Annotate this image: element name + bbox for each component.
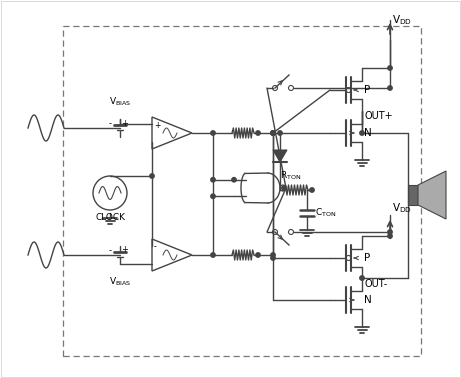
Text: V$_{\mathregular{BIAS}}$: V$_{\mathregular{BIAS}}$ — [109, 275, 131, 288]
Text: +: + — [154, 121, 160, 130]
Circle shape — [388, 230, 392, 234]
Text: R$_{\mathregular{TON}}$: R$_{\mathregular{TON}}$ — [280, 169, 301, 182]
Text: -: - — [109, 246, 112, 256]
Circle shape — [360, 131, 364, 135]
Circle shape — [388, 86, 392, 90]
Text: +: + — [121, 245, 128, 254]
Text: OUT-: OUT- — [364, 279, 387, 289]
Circle shape — [211, 194, 215, 198]
Text: +: + — [121, 118, 128, 127]
Text: -: - — [109, 119, 112, 129]
Text: V$_{\mathregular{DD}}$: V$_{\mathregular{DD}}$ — [392, 201, 412, 215]
Circle shape — [388, 66, 392, 70]
Circle shape — [211, 178, 215, 182]
Circle shape — [232, 178, 236, 182]
Text: C$_{\mathregular{TON}}$: C$_{\mathregular{TON}}$ — [315, 207, 337, 219]
Circle shape — [282, 186, 286, 190]
Polygon shape — [418, 171, 446, 219]
Circle shape — [211, 253, 215, 257]
Circle shape — [278, 131, 282, 135]
Text: V$_{\mathregular{DD}}$: V$_{\mathregular{DD}}$ — [392, 13, 412, 27]
Circle shape — [310, 188, 314, 192]
Circle shape — [271, 253, 275, 257]
Circle shape — [271, 256, 275, 260]
Circle shape — [256, 253, 260, 257]
Text: OUT+: OUT+ — [364, 111, 393, 121]
Text: V$_{\mathregular{BIAS}}$: V$_{\mathregular{BIAS}}$ — [109, 96, 131, 108]
Circle shape — [256, 131, 260, 135]
Polygon shape — [273, 150, 287, 162]
Circle shape — [388, 234, 392, 238]
Bar — [408, 185, 418, 205]
Circle shape — [271, 131, 275, 135]
Text: CLOCK: CLOCK — [95, 213, 125, 222]
Circle shape — [271, 131, 275, 135]
Text: P: P — [364, 85, 370, 95]
Text: P: P — [364, 253, 370, 263]
Text: -: - — [154, 243, 157, 251]
Text: N: N — [364, 295, 372, 305]
Circle shape — [211, 131, 215, 135]
Circle shape — [271, 131, 275, 135]
Circle shape — [360, 276, 364, 280]
Text: N: N — [364, 128, 372, 138]
Circle shape — [150, 174, 154, 178]
